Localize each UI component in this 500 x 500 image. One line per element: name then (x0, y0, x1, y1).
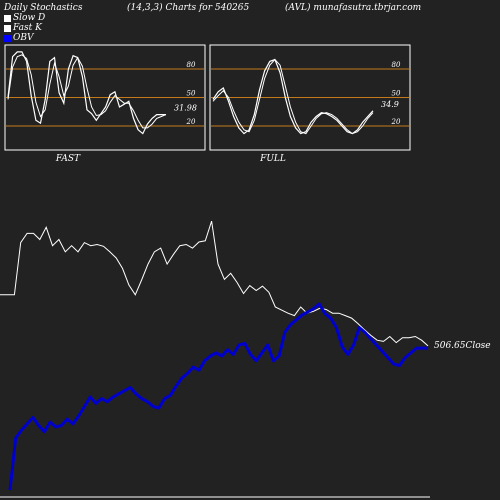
legend-obv: OBV (4, 33, 34, 43)
y-tick-label: 20 (391, 118, 401, 126)
panel-title: FULL (259, 154, 286, 164)
legend-slow-d: Slow D (4, 13, 45, 23)
stoch-panel-fast: 80 50 20 31.98 FAST (4, 44, 206, 164)
series-line-slow-d (212, 58, 374, 135)
last-value-label: 31.98 (174, 104, 197, 113)
y-tick-label: 50 (187, 90, 196, 98)
panel-title: FAST (55, 154, 81, 164)
series-line-close (0, 220, 429, 347)
legend-obv-label: OBV (13, 33, 34, 43)
price-obv-panel: 506.65Close (0, 220, 491, 498)
legend-fast-k-swatch (4, 24, 11, 32)
legend-slow-d-label: Slow D (13, 13, 46, 23)
y-tick-label: 20 (186, 118, 196, 126)
chart-title: Daily Stochastics (4, 3, 83, 13)
legend-fast-k: Fast K (4, 23, 42, 33)
series-line-fast-k (212, 58, 374, 135)
series-line-fast-k (7, 51, 166, 135)
stoch-panel-full: 80 50 20 34.9 FULL (209, 44, 411, 164)
y-tick-label: 80 (187, 61, 196, 69)
panel-border (209, 44, 411, 151)
chart-params: (14,3,3) Charts for 540265 (127, 3, 250, 13)
series-line-slow-d (7, 54, 167, 129)
y-tick-label: 50 (392, 90, 401, 98)
legend-obv-swatch (4, 34, 11, 42)
chart-symbol: (AVL) munafasutra.tbrjar.com (285, 3, 422, 13)
y-tick-label: 80 (392, 61, 401, 69)
last-value-label: 34.9 (381, 100, 399, 109)
panel-border (4, 44, 206, 151)
series-line-obv (8, 302, 428, 491)
close-value-label: 506.65Close (434, 341, 491, 351)
legend-fast-k-label: Fast K (13, 23, 42, 33)
legend-slow-d-swatch (4, 14, 11, 22)
